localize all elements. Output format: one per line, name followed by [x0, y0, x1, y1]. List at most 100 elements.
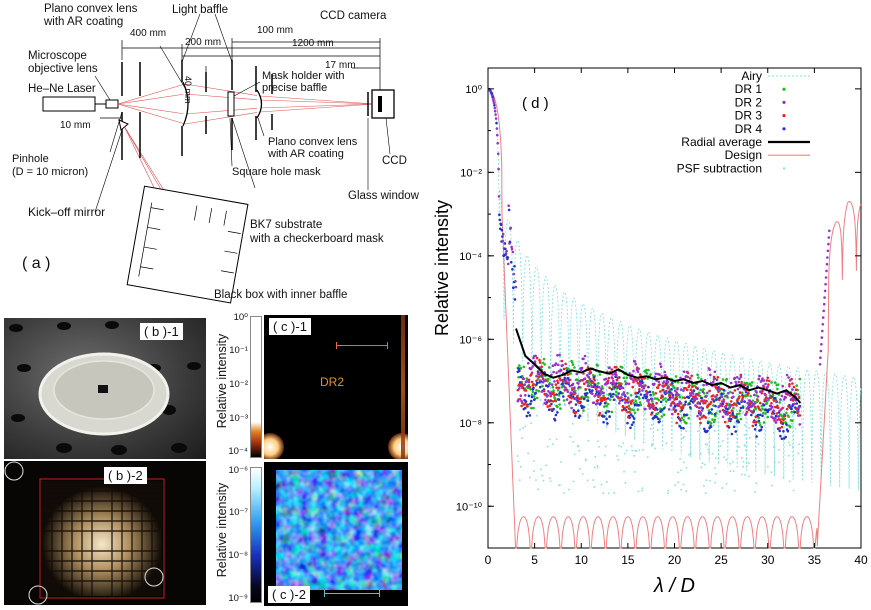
- dr-point: [730, 432, 734, 436]
- y-tick-label: 10⁻⁴: [459, 251, 482, 263]
- dr-point: [766, 376, 769, 380]
- psf-subtraction-point: [748, 475, 750, 478]
- dr-point: [618, 399, 622, 403]
- core-point: [506, 256, 510, 259]
- dr-point: [633, 403, 637, 407]
- dr-point: [653, 375, 657, 379]
- legend-label: DR 4: [735, 122, 763, 136]
- psf-subtraction-point: [742, 460, 745, 463]
- dr-point: [615, 378, 619, 382]
- panel-d-chart: 0 5 10 15 20 25 30 35 40 10⁰ 10⁻² 10⁻⁴ 10⁻⁶ 10⁻⁸ 10⁻¹⁰…: [430, 60, 871, 610]
- dr-point: [763, 392, 767, 396]
- dr-point: [655, 415, 658, 419]
- dr-point: [524, 406, 527, 410]
- psf-subtraction-point: [681, 404, 683, 406]
- dr-point: [533, 360, 537, 363]
- laser-label: He–Ne Laser: [28, 83, 96, 95]
- dr-point: [756, 395, 760, 398]
- x-tick-label: 15: [621, 553, 635, 567]
- dr-point: [597, 386, 601, 389]
- dr-point: [533, 395, 536, 398]
- dr-point: [573, 386, 576, 390]
- psf-subtraction-point: [685, 466, 688, 469]
- core-point: [497, 195, 501, 198]
- dr-point: [535, 396, 539, 400]
- dr-point: [600, 385, 604, 388]
- edge-point: [823, 289, 827, 293]
- dr-point: [725, 394, 728, 398]
- dr-point: [755, 391, 758, 394]
- dr-point: [766, 415, 769, 419]
- dr-point: [577, 409, 580, 413]
- dr-point: [550, 373, 553, 377]
- dr-point: [544, 398, 547, 402]
- dr-point: [673, 398, 676, 401]
- dim-17: 17 mm: [325, 60, 356, 71]
- dr-point: [776, 383, 780, 386]
- dr-point: [698, 417, 702, 421]
- dr-point: [594, 387, 598, 391]
- dr-point: [582, 382, 586, 386]
- dr-point: [747, 405, 750, 408]
- dr-point: [751, 424, 755, 428]
- dr-point: [774, 414, 778, 418]
- edge-point: [827, 242, 830, 246]
- dr-point: [650, 397, 654, 401]
- dr-point: [552, 370, 555, 374]
- core-point: [496, 152, 500, 156]
- dr-point: [631, 415, 634, 418]
- core-point: [510, 247, 514, 251]
- dr-point: [788, 379, 792, 382]
- legend-label: Airy: [741, 69, 762, 83]
- dr-point: [790, 407, 793, 411]
- edge-point: [818, 363, 822, 366]
- dr-point: [759, 401, 762, 405]
- dr-point: [552, 391, 555, 395]
- psf-subtraction-point: [682, 437, 684, 440]
- dr-point: [685, 421, 688, 425]
- dr-point: [632, 369, 635, 373]
- dr-point: [696, 414, 699, 418]
- kickoff-label: Kick–off mirror: [28, 205, 106, 219]
- dr-point: [709, 373, 712, 377]
- dr-point: [689, 394, 693, 397]
- dr-point: [702, 388, 705, 391]
- psf-subtraction-point: [629, 410, 632, 413]
- dr-point: [710, 408, 714, 411]
- psf-subtraction-point: [638, 449, 641, 452]
- psf-subtraction-point: [740, 473, 743, 476]
- psf-subtraction-point: [791, 446, 794, 448]
- dr-point: [556, 388, 560, 392]
- psf-subtraction-point: [536, 414, 538, 417]
- dr-point: [636, 370, 640, 374]
- dr-point: [550, 402, 553, 406]
- core-point: [507, 208, 511, 212]
- psf-subtraction-point: [699, 452, 702, 455]
- psf-subtraction-point: [555, 438, 558, 441]
- dr-point: [776, 387, 779, 391]
- dr-point: [645, 392, 649, 396]
- dr-point: [555, 371, 558, 375]
- dr-point: [552, 407, 555, 411]
- psf-subtraction-point: [645, 418, 647, 421]
- dim-1200: 1200 mm: [292, 38, 334, 49]
- dr-point: [720, 387, 723, 391]
- core-point: [497, 167, 500, 171]
- dr-point: [639, 403, 643, 407]
- dr-point: [704, 395, 708, 398]
- dr-point: [762, 384, 765, 388]
- core-psf-points: [487, 87, 831, 366]
- psf-subtraction-point: [794, 428, 797, 430]
- dr-point: [650, 400, 654, 403]
- dr-point: [785, 423, 788, 426]
- dr-point: [721, 378, 725, 381]
- psf-subtraction-point: [705, 479, 708, 482]
- airy-curve: [488, 88, 862, 491]
- dr-point: [558, 403, 561, 406]
- legend-label: Design: [725, 148, 762, 162]
- dr-point: [641, 389, 644, 392]
- dr-point: [518, 384, 522, 388]
- dr-point: [694, 404, 697, 407]
- psf-subtraction-point: [572, 480, 575, 483]
- psf-subtraction-point: [602, 492, 605, 494]
